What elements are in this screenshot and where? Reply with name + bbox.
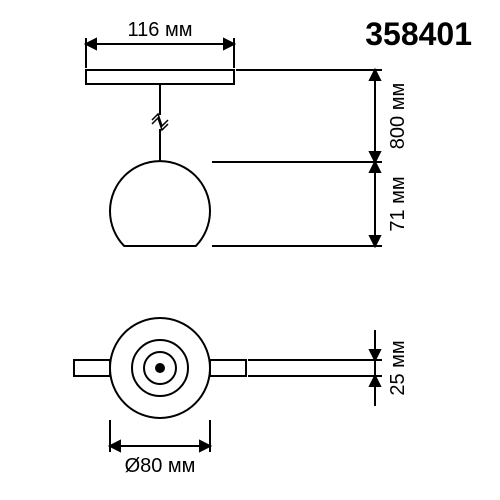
product-number: 358401 xyxy=(365,16,472,53)
label-mount-depth: 25 мм xyxy=(387,340,409,395)
label-shade-diameter: Ø80 мм xyxy=(125,455,196,477)
mount-plate-side xyxy=(86,70,234,84)
mount-tab-left xyxy=(74,360,110,376)
label-mount-width: 116 мм xyxy=(128,19,193,41)
label-shade-height: 71 мм xyxy=(387,176,409,231)
shade-side xyxy=(110,161,210,246)
mount-tab-right xyxy=(210,360,246,376)
technical-drawing: 116 мм Ø80 мм 800 мм 71 мм 25 мм xyxy=(0,0,500,500)
label-cord-length: 800 мм xyxy=(387,83,409,149)
shade-center-dot xyxy=(156,364,164,372)
